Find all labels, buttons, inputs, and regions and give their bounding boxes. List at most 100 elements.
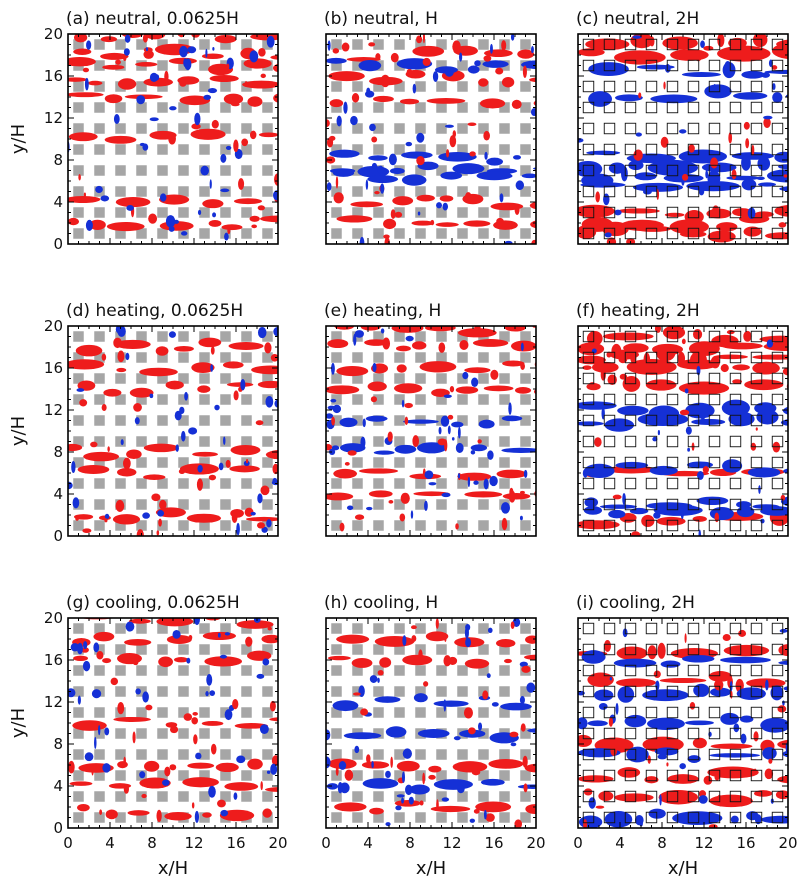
building (352, 415, 363, 426)
red-structure (422, 772, 426, 785)
building (750, 727, 763, 740)
blue-structure (123, 48, 130, 56)
building (94, 123, 105, 134)
red-structure (82, 528, 92, 534)
building (352, 60, 363, 71)
red-structure (728, 132, 733, 144)
building (645, 727, 658, 740)
building (373, 144, 384, 155)
blue-structure (343, 732, 382, 740)
building (115, 728, 126, 739)
red-structure (464, 192, 472, 204)
red-structure (169, 764, 174, 770)
blue-structure (578, 748, 621, 758)
red-structure (644, 776, 659, 784)
red-structure (148, 213, 158, 224)
building (241, 207, 252, 218)
building (708, 59, 721, 72)
red-structure (488, 759, 524, 769)
blue-structure (76, 388, 85, 392)
building (499, 686, 510, 697)
building (603, 122, 616, 135)
blue-structure (687, 755, 701, 763)
red-structure (387, 431, 393, 442)
blue-structure (179, 406, 185, 415)
building (582, 498, 595, 511)
building (603, 727, 616, 740)
blue-structure (172, 630, 181, 639)
building (729, 185, 742, 198)
red-structure (449, 135, 457, 148)
building (729, 414, 742, 427)
building (499, 623, 510, 634)
building (136, 686, 147, 697)
building (373, 499, 384, 510)
blue-structure (756, 409, 779, 425)
building (262, 499, 273, 510)
red-structure (230, 102, 240, 107)
red-structure (151, 219, 155, 223)
building (750, 164, 763, 177)
red-structure (247, 650, 272, 661)
blue-structure (186, 657, 191, 664)
building (750, 769, 763, 782)
building (436, 102, 447, 113)
building (373, 394, 384, 405)
blue-structure (266, 519, 272, 528)
building (750, 477, 763, 490)
blue-structure (599, 504, 638, 509)
building (157, 352, 168, 363)
blue-structure (326, 783, 339, 790)
red-structure (173, 657, 189, 663)
building (687, 748, 700, 761)
red-structure (202, 812, 212, 818)
building (241, 373, 252, 384)
building (603, 811, 616, 824)
blue-structure (175, 444, 179, 452)
red-structure (351, 93, 360, 103)
red-structure (139, 367, 178, 377)
blue-structure (68, 688, 76, 698)
blue-structure (660, 660, 681, 668)
blue-structure (741, 154, 751, 171)
building (94, 81, 105, 92)
blue-structure (583, 506, 603, 515)
red-structure (106, 221, 145, 232)
red-structure (224, 782, 259, 791)
building (729, 769, 742, 782)
red-structure (139, 777, 171, 789)
blue-structure (339, 417, 358, 428)
red-structure (115, 59, 121, 65)
building (582, 519, 595, 532)
building (373, 812, 384, 823)
building (331, 457, 342, 468)
blue-structure (487, 627, 493, 633)
building (352, 770, 363, 781)
building (241, 728, 252, 739)
building (262, 144, 273, 155)
building (178, 373, 189, 384)
building (582, 59, 595, 72)
building (457, 352, 468, 363)
red-structure (358, 468, 399, 474)
red-structure (614, 50, 666, 65)
building (666, 790, 679, 803)
building (457, 186, 468, 197)
red-structure (502, 360, 525, 367)
building (115, 520, 126, 531)
blue-structure (117, 326, 126, 337)
panel-title: (c) neutral, 2H (576, 9, 699, 29)
blue-structure (443, 699, 447, 712)
red-structure (688, 144, 695, 153)
red-structure (452, 40, 461, 53)
building (394, 520, 405, 531)
panel-title: (b) neutral, H (324, 9, 438, 29)
red-structure (752, 354, 788, 360)
building (241, 102, 252, 113)
red-structure (245, 516, 278, 522)
building (666, 643, 679, 656)
building (94, 228, 105, 239)
blue-structure (478, 722, 483, 731)
red-structure (647, 645, 657, 660)
building (199, 707, 210, 718)
